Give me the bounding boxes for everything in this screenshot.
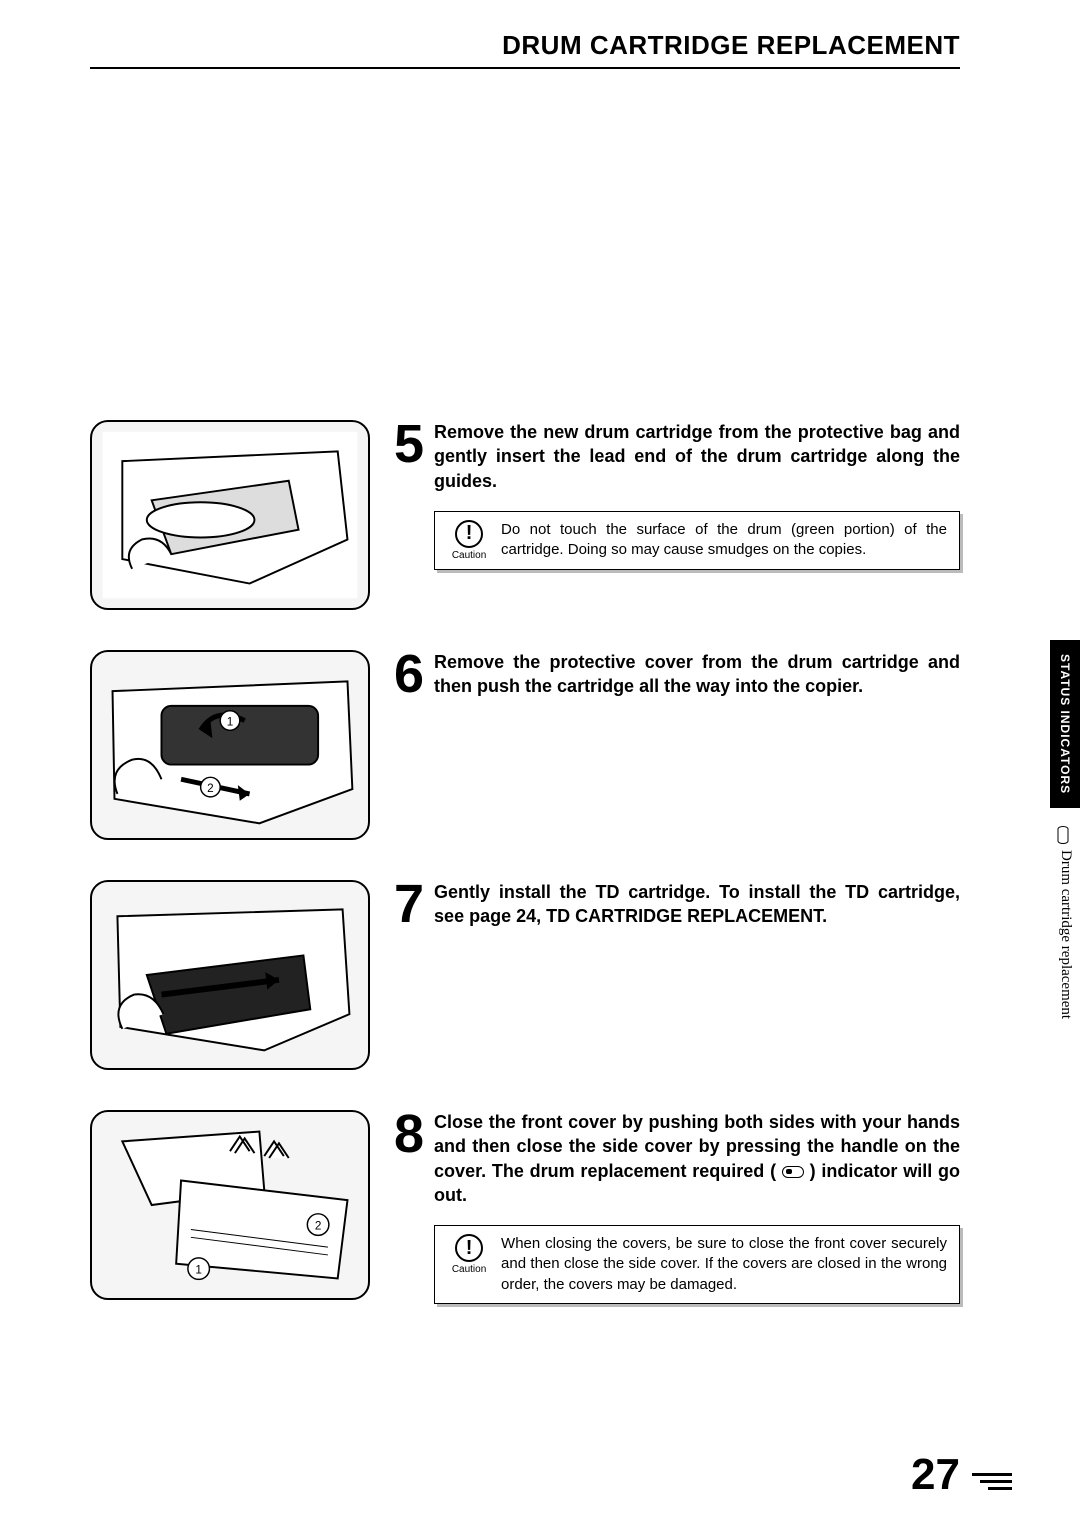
step-5-caution-box: ! Caution Do not touch the surface of th… bbox=[434, 511, 960, 570]
step-7-heading: Gently install the TD cartridge. To inst… bbox=[434, 880, 960, 929]
close-covers-icon: 2 1 bbox=[92, 1112, 368, 1298]
caution-label: Caution bbox=[452, 550, 486, 561]
caution-icon: ! bbox=[455, 1234, 483, 1262]
step-8-text-block: Close the front cover by pushing both si… bbox=[434, 1110, 960, 1304]
step-7: 7 Gently install the TD cartridge. To in… bbox=[90, 880, 960, 1070]
svg-text:2: 2 bbox=[207, 782, 214, 795]
step-6-body: 6 Remove the protective cover from the d… bbox=[394, 650, 960, 699]
drum-indicator-icon bbox=[782, 1166, 804, 1178]
step-6-heading: Remove the protective cover from the dru… bbox=[434, 650, 960, 699]
step-8-heading: Close the front cover by pushing both si… bbox=[434, 1110, 960, 1207]
printer-drum-insert-icon bbox=[92, 422, 368, 608]
drum-cylinder-icon bbox=[1057, 826, 1069, 844]
side-section-tab: STATUS INDICATORS bbox=[1050, 640, 1080, 808]
header-title: DRUM CARTRIDGE REPLACEMENT bbox=[90, 30, 960, 61]
side-section-text: Drum cartridge replacement bbox=[1057, 850, 1074, 1019]
step-5-body: 5 Remove the new drum cartridge from the… bbox=[394, 420, 960, 570]
drum-cover-remove-icon: 1 2 bbox=[92, 652, 368, 838]
svg-text:2: 2 bbox=[315, 1219, 322, 1232]
step-5: 5 Remove the new drum cartridge from the… bbox=[90, 420, 960, 610]
step-6-text-block: Remove the protective cover from the dru… bbox=[434, 650, 960, 699]
step-8-caution-box: ! Caution When closing the covers, be su… bbox=[434, 1225, 960, 1304]
step-5-text-block: Remove the new drum cartridge from the p… bbox=[434, 420, 960, 570]
svg-text:1: 1 bbox=[195, 1264, 202, 1277]
step-6-illustration: 1 2 bbox=[90, 650, 370, 840]
step-7-text-block: Gently install the TD cartridge. To inst… bbox=[434, 880, 960, 929]
page-decoration-bars bbox=[972, 1473, 1012, 1490]
step-7-body: 7 Gently install the TD cartridge. To in… bbox=[394, 880, 960, 929]
step-6: 1 2 6 Remove the protective cover from t… bbox=[90, 650, 960, 840]
step-8-caution-text: When closing the covers, be sure to clos… bbox=[501, 1234, 947, 1295]
step-5-heading: Remove the new drum cartridge from the p… bbox=[434, 420, 960, 493]
caution-icon: ! bbox=[455, 520, 483, 548]
page-number: 27 bbox=[911, 1450, 960, 1500]
td-cartridge-install-icon bbox=[92, 882, 368, 1068]
step-5-number: 5 bbox=[394, 420, 424, 469]
content-area: 5 Remove the new drum cartridge from the… bbox=[90, 420, 960, 1344]
step-5-illustration bbox=[90, 420, 370, 610]
step-5-caution-text: Do not touch the surface of the drum (gr… bbox=[501, 520, 947, 561]
step-8-illustration: 2 1 bbox=[90, 1110, 370, 1300]
caution-icon-wrap: ! Caution bbox=[447, 520, 491, 561]
step-7-illustration bbox=[90, 880, 370, 1070]
caution-icon-wrap: ! Caution bbox=[447, 1234, 491, 1275]
svg-text:1: 1 bbox=[227, 715, 234, 728]
page-header: DRUM CARTRIDGE REPLACEMENT bbox=[90, 30, 960, 69]
step-8-number: 8 bbox=[394, 1110, 424, 1159]
step-8: 2 1 8 Close the front cover by pushing b… bbox=[90, 1110, 960, 1304]
caution-label: Caution bbox=[452, 1264, 486, 1275]
step-6-number: 6 bbox=[394, 650, 424, 699]
step-7-number: 7 bbox=[394, 880, 424, 929]
step-8-body: 8 Close the front cover by pushing both … bbox=[394, 1110, 960, 1304]
